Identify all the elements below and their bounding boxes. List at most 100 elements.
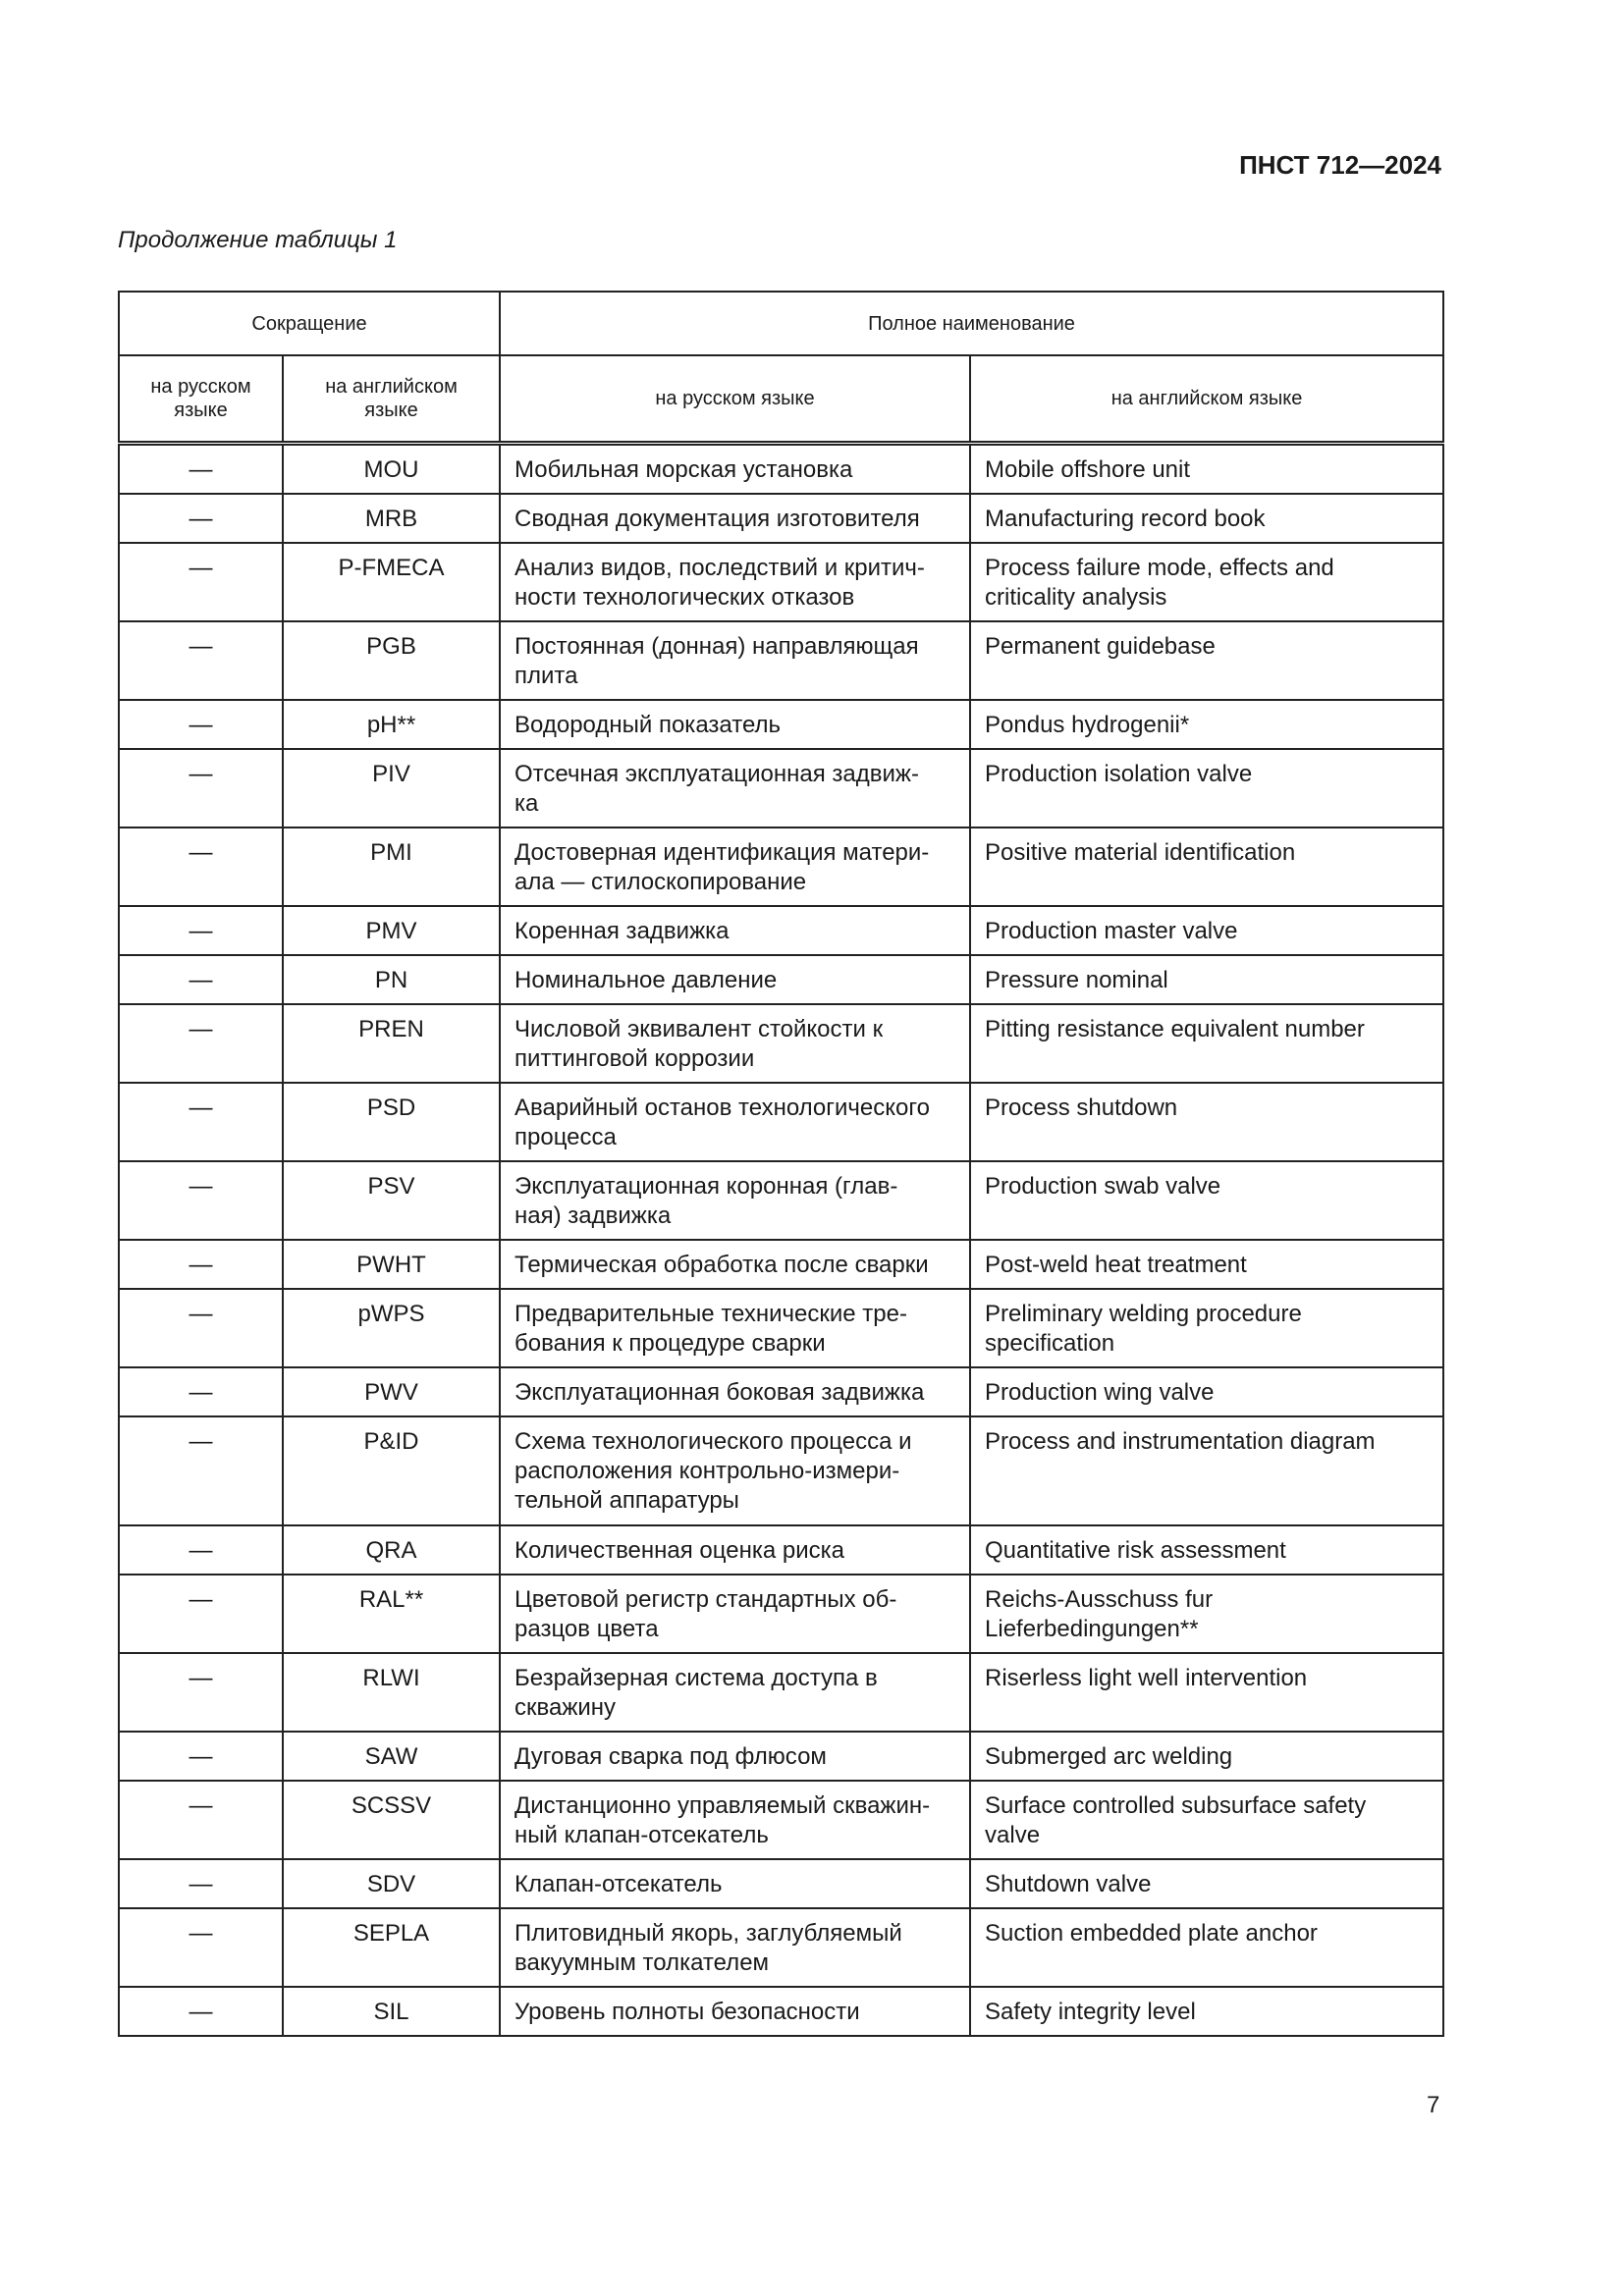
- header-abbreviation: Сокращение: [117, 291, 502, 356]
- cell-ru-abbr: —: [118, 1574, 284, 1654]
- header-full-name: Полное наименование: [499, 291, 1445, 356]
- cell-ru-abbr: —: [118, 1524, 284, 1575]
- cell-en-name: Pondus hydrogenii*: [969, 699, 1445, 750]
- cell-ru-abbr: —: [118, 1780, 284, 1860]
- cell-ru-name: Водородный показатель: [499, 699, 972, 750]
- document-code: ПНСТ 712—2024: [1239, 150, 1441, 180]
- cell-ru-name: Аварийный останов технологического проце…: [499, 1082, 972, 1162]
- table-row: — SDV Клапан-отсекатель Shutdown valve: [118, 1858, 1445, 1909]
- cell-ru-abbr: —: [118, 542, 284, 622]
- cell-en-abbr: SEPLA: [281, 1907, 502, 1988]
- header-ru-name: на русском языке: [499, 354, 972, 446]
- cell-ru-abbr: —: [118, 1731, 284, 1782]
- header-en-abbr: на английском языке: [281, 354, 502, 446]
- cell-en-name: Production swab valve: [969, 1160, 1445, 1241]
- cell-ru-name: Клапан-отсекатель: [499, 1858, 972, 1909]
- table-row: — SEPLA Плитовидный якорь, заглубляемый ва…: [118, 1907, 1445, 1988]
- cell-ru-name: Дуговая сварка под флюсом: [499, 1731, 972, 1782]
- table-row: — MOU Мобильная морская установка Mobile of…: [118, 442, 1445, 495]
- table-row: — pH** Водородный показатель Pondus hydroge…: [118, 699, 1445, 750]
- cell-en-abbr: P&ID: [281, 1415, 502, 1526]
- cell-ru-abbr: —: [118, 1003, 284, 1084]
- cell-en-abbr: PIV: [281, 748, 502, 828]
- cell-ru-abbr: —: [118, 493, 284, 544]
- cell-ru-abbr: —: [118, 1160, 284, 1241]
- cell-en-name: Positive material identification: [969, 827, 1445, 907]
- table-row: — PREN Числовой эквивалент стойкости к пит…: [118, 1003, 1445, 1084]
- table-row: — MRB Сводная документация изготовителя Man…: [118, 493, 1445, 544]
- cell-en-abbr: PGB: [281, 620, 502, 701]
- cell-en-name: Preliminary welding procedure specificat…: [969, 1288, 1445, 1368]
- cell-ru-name: Коренная задвижка: [499, 905, 972, 956]
- cell-en-name: Pressure nominal: [969, 954, 1445, 1005]
- cell-ru-name: Эксплуатационная боковая задвижка: [499, 1366, 972, 1417]
- cell-en-name: Shutdown valve: [969, 1858, 1445, 1909]
- page-number: 7: [1427, 2092, 1440, 2118]
- cell-ru-name: Отсечная эксплуатационная задвиж- ка: [499, 748, 972, 828]
- cell-en-name: Suction embedded plate anchor: [969, 1907, 1445, 1988]
- cell-en-abbr: PREN: [281, 1003, 502, 1084]
- cell-en-abbr: PSD: [281, 1082, 502, 1162]
- table-row: — SAW Дуговая сварка под флюсом Submerged a…: [118, 1731, 1445, 1782]
- cell-en-abbr: pWPS: [281, 1288, 502, 1368]
- cell-ru-abbr: —: [118, 905, 284, 956]
- cell-en-abbr: RLWI: [281, 1652, 502, 1733]
- cell-ru-name: Безрайзерная система доступа в скважину: [499, 1652, 972, 1733]
- cell-en-name: Permanent guidebase: [969, 620, 1445, 701]
- cell-en-abbr: P-FMECA: [281, 542, 502, 622]
- cell-en-abbr: MOU: [281, 442, 502, 495]
- table-row: — pWPS Предварительные технические тре- бо…: [118, 1288, 1445, 1368]
- table-row: — SCSSV Дистанционно управляемый скважин- …: [118, 1780, 1445, 1860]
- table-row: — P-FMECA Анализ видов, последствий и крит…: [118, 542, 1445, 622]
- cell-en-abbr: PMV: [281, 905, 502, 956]
- cell-en-name: Post-weld heat treatment: [969, 1239, 1445, 1290]
- table-row: — PSV Эксплуатационная коронная (глав- ная…: [118, 1160, 1445, 1241]
- cell-ru-abbr: —: [118, 1082, 284, 1162]
- cell-en-abbr: SAW: [281, 1731, 502, 1782]
- table-row: — PIV Отсечная эксплуатационная задвиж- ка…: [118, 748, 1445, 828]
- cell-ru-name: Сводная документация изготовителя: [499, 493, 972, 544]
- cell-ru-abbr: —: [118, 1366, 284, 1417]
- cell-en-abbr: PWHT: [281, 1239, 502, 1290]
- cell-ru-name: Количественная оценка риска: [499, 1524, 972, 1575]
- cell-ru-abbr: —: [118, 620, 284, 701]
- cell-ru-abbr: —: [118, 1858, 284, 1909]
- cell-en-name: Surface controlled subsurface safety val…: [969, 1780, 1445, 1860]
- table-row: — PMV Коренная задвижка Production master v…: [118, 905, 1445, 956]
- cell-ru-name: Числовой эквивалент стойкости к питтинго…: [499, 1003, 972, 1084]
- cell-ru-abbr: —: [118, 442, 284, 495]
- cell-ru-abbr: —: [118, 827, 284, 907]
- cell-ru-name: Цветовой регистр стандартных об- разцов …: [499, 1574, 972, 1654]
- cell-en-name: Process failure mode, effects and critic…: [969, 542, 1445, 622]
- cell-en-name: Manufacturing record book: [969, 493, 1445, 544]
- cell-en-abbr: PWV: [281, 1366, 502, 1417]
- table-row: — PN Номинальное давление Pressure nominal: [118, 954, 1445, 1005]
- header-ru-abbr: на русском языке: [118, 354, 284, 446]
- cell-en-name: Riserless light well intervention: [969, 1652, 1445, 1733]
- cell-en-abbr: pH**: [281, 699, 502, 750]
- cell-en-abbr: MRB: [281, 493, 502, 544]
- cell-ru-name: Достоверная идентификация матери- ала — …: [499, 827, 972, 907]
- cell-ru-name: Анализ видов, последствий и критич- ност…: [499, 542, 972, 622]
- cell-en-name: Process shutdown: [969, 1082, 1445, 1162]
- abbreviations-table: Сокращение Полное наименование на русско…: [117, 291, 1445, 2037]
- cell-en-name: Submerged arc welding: [969, 1731, 1445, 1782]
- cell-ru-name: Плитовидный якорь, заглубляемый вакуумны…: [499, 1907, 972, 1988]
- cell-en-name: Quantitative risk assessment: [969, 1524, 1445, 1575]
- header-en-name: на английском языке: [969, 354, 1445, 446]
- cell-en-name: Reichs-Ausschuss fur Lieferbedingungen**: [969, 1574, 1445, 1654]
- cell-ru-name: Схема технологического процесса и распол…: [499, 1415, 972, 1526]
- cell-ru-abbr: —: [118, 748, 284, 828]
- cell-en-abbr: QRA: [281, 1524, 502, 1575]
- cell-en-abbr: PMI: [281, 827, 502, 907]
- table-row: — PMI Достоверная идентификация матери- ал…: [118, 827, 1445, 907]
- table-row: — QRA Количественная оценка риска Quantitat…: [118, 1524, 1445, 1575]
- cell-en-abbr: RAL**: [281, 1574, 502, 1654]
- cell-en-name: Process and instrumentation diagram: [969, 1415, 1445, 1526]
- table-row: — PGB Постоянная (донная) направляющая пли…: [118, 620, 1445, 701]
- cell-en-name: Production isolation valve: [969, 748, 1445, 828]
- cell-en-name: Pitting resistance equivalent number: [969, 1003, 1445, 1084]
- cell-en-name: Mobile offshore unit: [969, 442, 1445, 495]
- table-row: — RAL** Цветовой регистр стандартных об- р…: [118, 1574, 1445, 1654]
- cell-ru-name: Мобильная морская установка: [499, 442, 972, 495]
